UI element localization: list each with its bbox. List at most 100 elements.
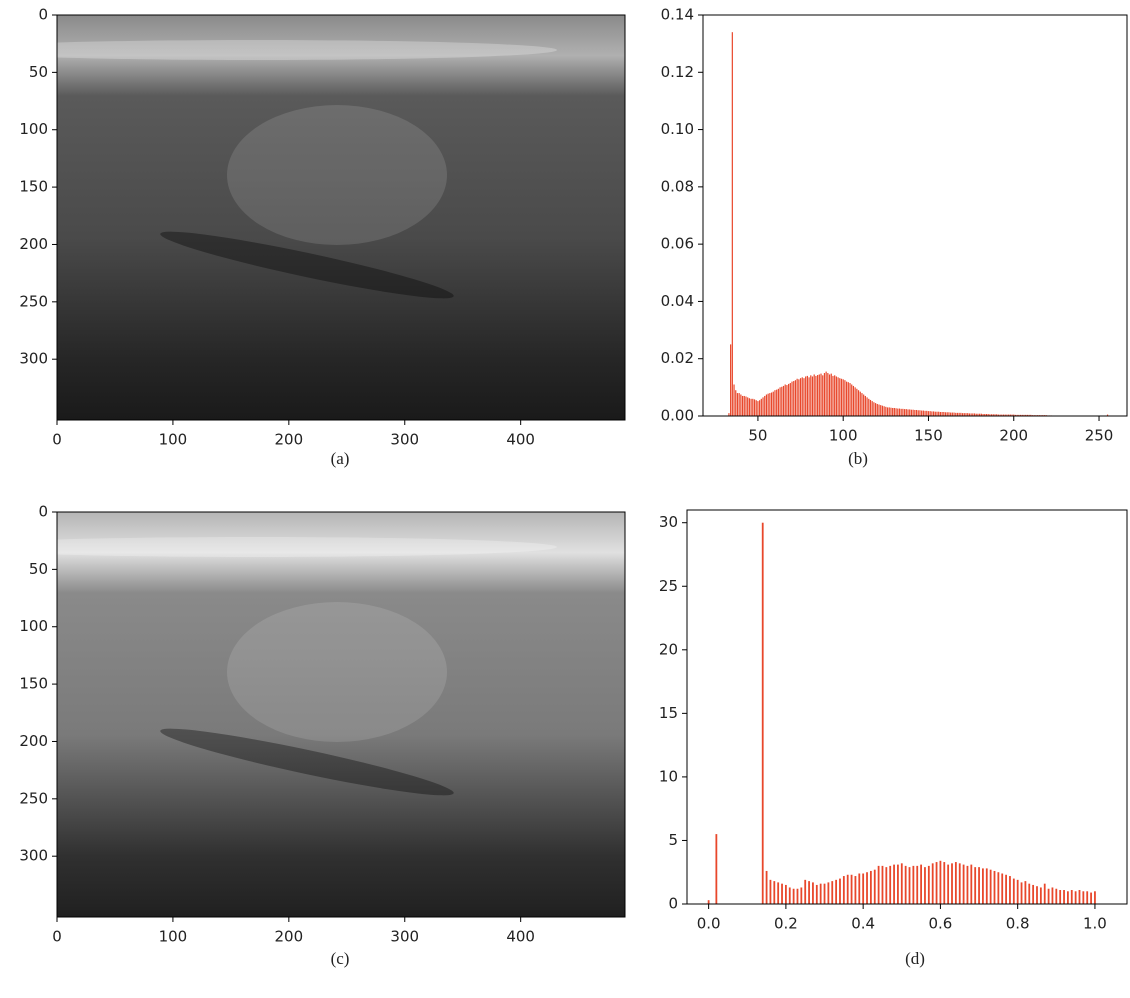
bar [748,398,750,416]
bar [909,409,911,416]
bar [956,412,959,416]
bar [994,414,996,416]
bar [796,888,799,904]
bar [889,865,892,904]
bar [897,408,899,416]
bar [873,402,875,416]
x-tick-label: 200 [999,427,1028,445]
bar [965,413,967,416]
y-tick-label: 0.04 [661,292,694,310]
bar [871,401,873,416]
bar [769,393,771,416]
bar [842,379,844,416]
bar [820,373,822,416]
bar [818,374,820,416]
bar [885,867,888,904]
bar [793,381,795,416]
bar [907,409,909,416]
bar [776,389,778,416]
bar [960,412,962,416]
bar [982,413,984,416]
bar [781,883,783,904]
bar [985,868,988,904]
bar [750,398,752,416]
x-tick-label: 0 [52,928,62,946]
bar [895,408,897,416]
bar [859,391,861,416]
bar [935,862,938,904]
bar [920,864,923,904]
bar [997,414,1000,416]
bar [881,405,884,416]
bar [904,865,907,904]
bar [1030,414,1032,416]
bar [996,414,998,416]
x-tick-label: 0.0 [697,915,721,933]
bar [847,382,849,416]
bar [912,865,915,904]
bar [1021,414,1023,416]
bar [731,32,733,416]
bar [834,375,836,416]
bar [929,411,931,416]
bar [861,393,863,416]
bar [924,410,926,416]
bar [939,860,942,904]
bar [912,409,914,416]
bar [851,384,853,416]
x-tick-label: 0 [52,431,62,449]
bar [805,376,807,416]
bar [936,411,938,416]
bar [822,375,824,416]
bar [707,900,710,904]
bar [1024,881,1027,904]
bar [764,395,766,416]
bar [979,413,981,416]
x-tick-label: 200 [275,928,304,946]
bar [1009,414,1011,416]
bar [854,387,856,416]
bar [938,411,940,416]
bar [745,396,747,416]
bar [974,867,977,904]
plot-frame [702,14,1128,417]
bar [880,405,882,416]
bar [1106,414,1109,416]
plot-frame [56,511,626,918]
bar [919,410,921,416]
bar [954,862,957,904]
bar [819,883,822,904]
y-tick-label: 0.02 [661,349,694,367]
bar [984,413,986,416]
plot-frame [56,14,626,421]
bar [830,373,832,416]
bar [961,413,964,416]
bar [1004,414,1006,416]
bar [772,391,774,416]
bar [856,388,858,416]
bar [869,399,872,416]
bar [888,407,890,416]
bar [958,863,961,904]
bar [931,411,933,416]
bar [980,413,982,416]
plot-frame [686,509,1128,905]
bar [815,884,818,904]
bar [966,865,969,904]
x-tick-label: 0.4 [851,915,875,933]
y-tick-label: 150 [19,178,48,196]
bar [893,407,895,416]
bar [1016,879,1019,904]
bar [892,407,894,416]
bar [1066,891,1069,904]
bar [931,863,934,904]
bar [828,374,831,416]
bar [806,375,808,416]
bar [808,881,810,904]
bar [782,385,785,416]
bar [733,384,735,416]
bar [792,888,795,904]
bar [794,380,797,416]
bar [1013,414,1015,416]
x-tick-label: 300 [390,928,419,946]
